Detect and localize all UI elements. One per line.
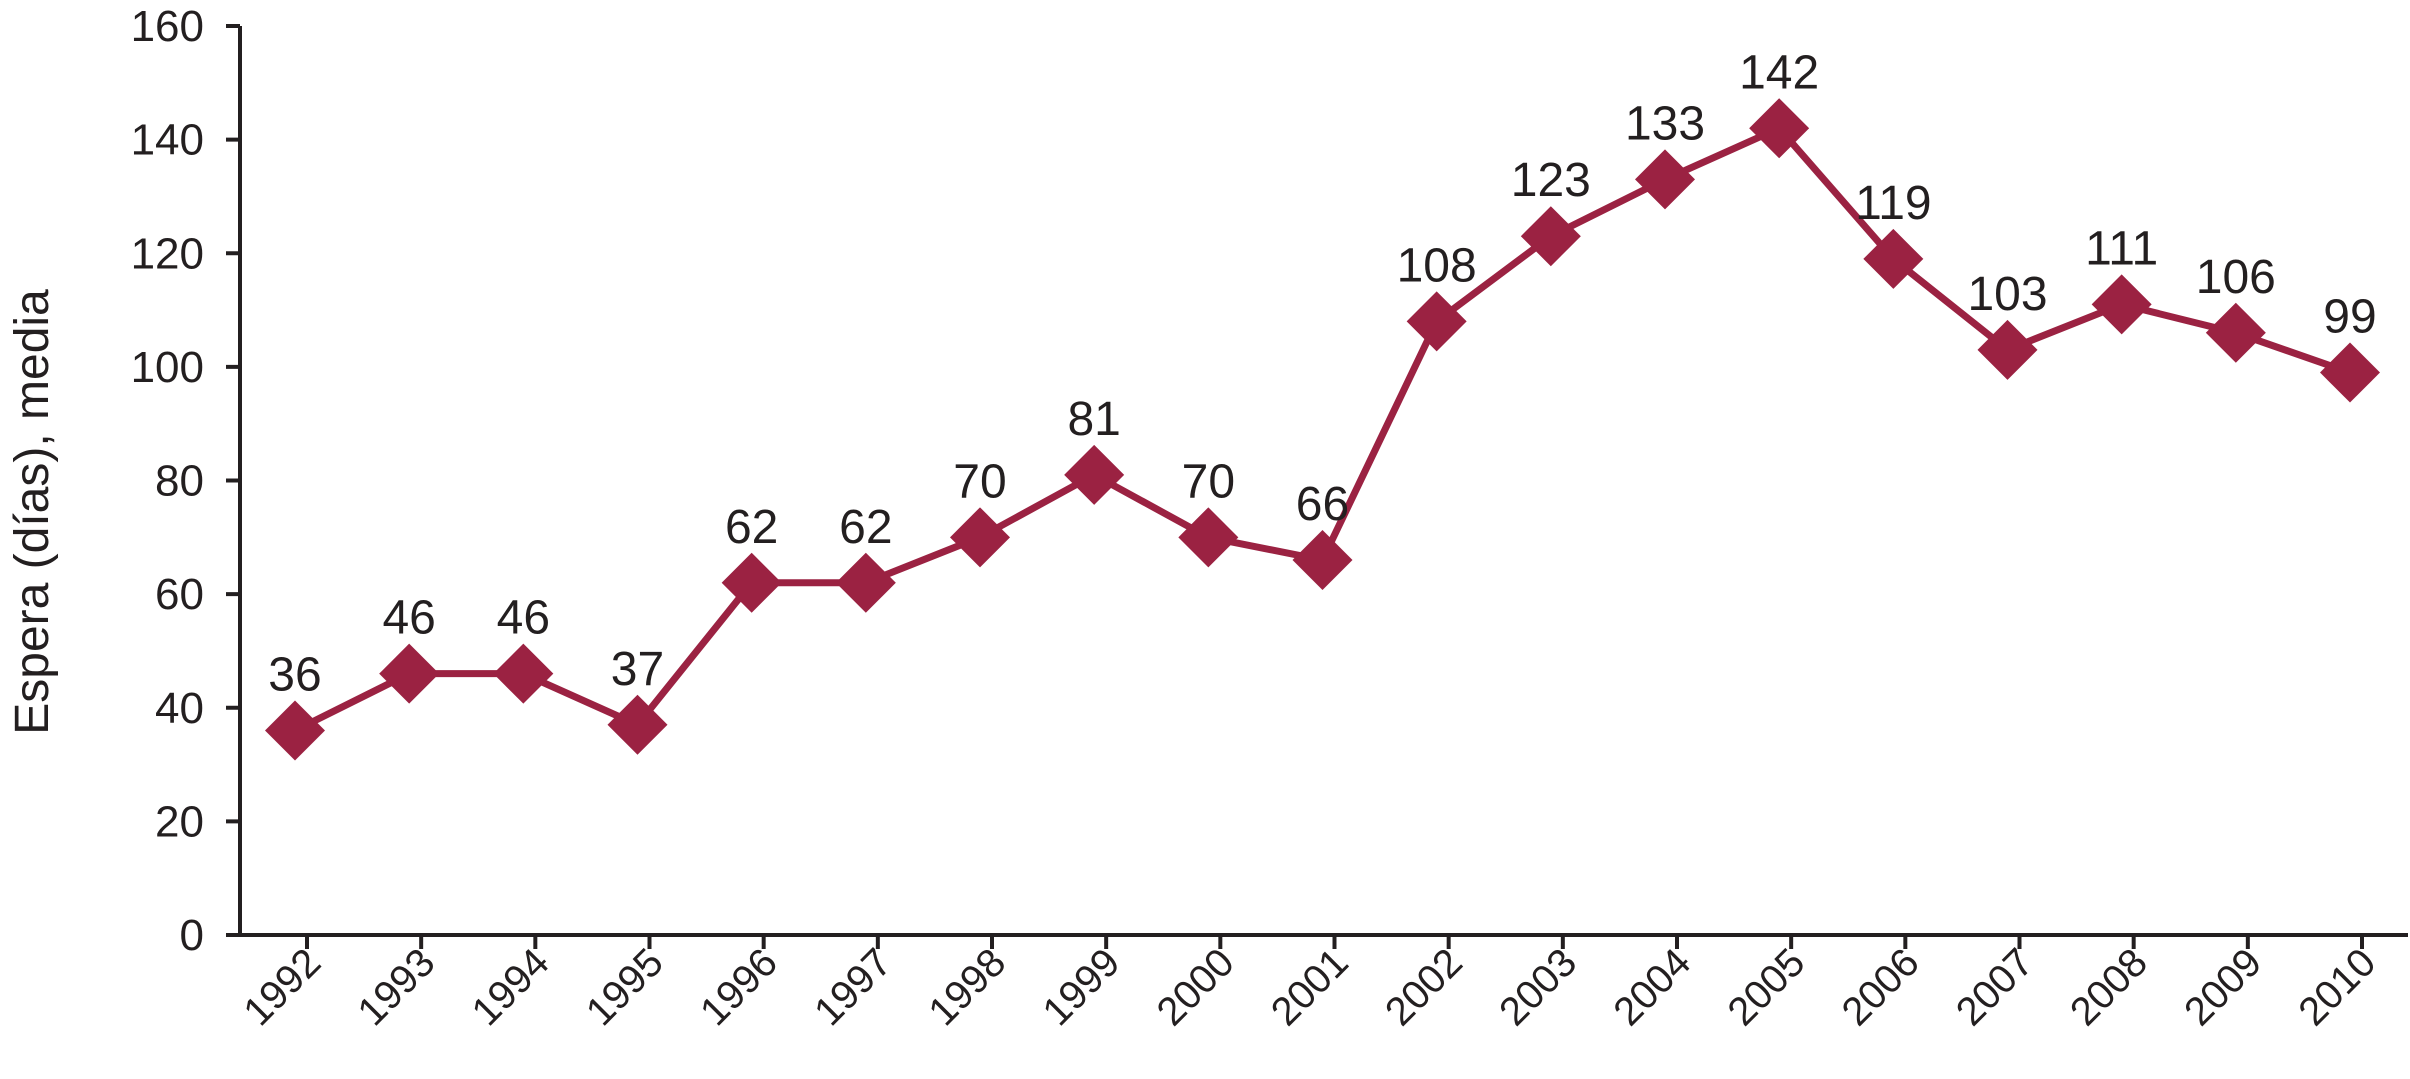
y-tick-label: 140 bbox=[131, 116, 204, 165]
data-point-marker bbox=[2091, 274, 2152, 335]
y-axis-title: Espera (días), media bbox=[6, 289, 59, 735]
data-point-marker bbox=[1863, 228, 1924, 289]
x-tick-label: 2000 bbox=[1149, 940, 1243, 1034]
data-label: 46 bbox=[497, 592, 550, 645]
x-tick-label: 2007 bbox=[1948, 940, 2042, 1034]
data-point-marker bbox=[2320, 342, 2380, 403]
x-tick-label: 1992 bbox=[235, 940, 329, 1034]
data-point-marker bbox=[1635, 149, 1695, 210]
data-point-marker bbox=[721, 552, 782, 613]
x-tick-label: 2003 bbox=[1491, 940, 1585, 1034]
data-label: 133 bbox=[1625, 97, 1705, 150]
y-tick-label: 60 bbox=[155, 570, 204, 619]
y-axis-title-group: Espera (días), media bbox=[6, 289, 59, 735]
data-label: 62 bbox=[725, 501, 778, 554]
data-point-marker bbox=[1292, 530, 1353, 591]
data-label: 36 bbox=[268, 648, 321, 701]
data-label: 99 bbox=[2323, 291, 2376, 344]
data-labels-layer: 36 46 46 37 62 62 70 81 70 66 108 123 133 142 119 103 11… bbox=[268, 46, 2376, 701]
data-point-marker bbox=[265, 700, 325, 761]
markers-layer bbox=[265, 98, 2380, 761]
data-point-marker bbox=[2205, 302, 2266, 363]
series-layer bbox=[293, 124, 2352, 734]
x-tick-label: 1999 bbox=[1034, 940, 1128, 1034]
x-tick-label: 2005 bbox=[1719, 940, 1813, 1034]
y-tick-label: 120 bbox=[131, 229, 204, 278]
y-axis-ticks: 0 20 40 60 80 100 120 140 160 bbox=[131, 2, 240, 960]
x-tick-label: 1997 bbox=[806, 940, 900, 1034]
data-label: 70 bbox=[1182, 455, 1235, 508]
data-point-marker bbox=[1520, 206, 1581, 267]
data-label: 119 bbox=[1855, 177, 1932, 230]
x-tick-label: 1993 bbox=[349, 940, 443, 1034]
data-label: 108 bbox=[1397, 239, 1477, 292]
x-tick-label: 1995 bbox=[578, 940, 672, 1034]
data-point-marker bbox=[493, 643, 554, 704]
x-tick-label: 2004 bbox=[1605, 940, 1699, 1034]
x-tick-label: 1994 bbox=[464, 940, 558, 1034]
data-label: 106 bbox=[2196, 251, 2276, 304]
data-label: 62 bbox=[839, 501, 892, 554]
y-tick-label: 160 bbox=[131, 2, 204, 51]
data-label: 123 bbox=[1511, 154, 1591, 207]
data-label: 142 bbox=[1739, 46, 1819, 99]
data-label: 37 bbox=[611, 643, 664, 696]
data-point-marker bbox=[379, 643, 440, 704]
data-point-marker bbox=[1749, 98, 1810, 159]
data-point-marker bbox=[1178, 507, 1239, 568]
y-tick-label: 80 bbox=[155, 457, 204, 506]
data-label: 103 bbox=[1967, 268, 2047, 321]
data-point-marker bbox=[1977, 319, 2038, 380]
data-point-marker bbox=[950, 507, 1010, 568]
y-tick-label: 40 bbox=[155, 684, 204, 733]
data-point-marker bbox=[1406, 291, 1467, 352]
data-label: 81 bbox=[1067, 393, 1120, 446]
data-point-marker bbox=[607, 694, 668, 755]
data-label: 70 bbox=[953, 455, 1006, 508]
x-tick-label: 2001 bbox=[1263, 940, 1357, 1034]
x-tick-label: 2010 bbox=[2290, 940, 2384, 1034]
y-tick-label: 0 bbox=[180, 911, 204, 960]
x-tick-label: 2002 bbox=[1377, 940, 1471, 1034]
x-tick-label: 1996 bbox=[692, 940, 786, 1034]
x-tick-label: 2008 bbox=[2062, 940, 2156, 1034]
data-label: 66 bbox=[1296, 478, 1349, 531]
x-axis-ticks: 1992 1993 1994 1995 1996 1997 1998 1999 2000 2001… bbox=[235, 935, 2384, 1034]
y-tick-label: 20 bbox=[155, 797, 204, 846]
x-tick-label: 2009 bbox=[2176, 940, 2270, 1034]
x-tick-label: 2006 bbox=[1834, 940, 1928, 1034]
series-line bbox=[293, 124, 2352, 734]
y-tick-label: 100 bbox=[131, 343, 204, 392]
data-label: 46 bbox=[382, 592, 435, 645]
data-point-marker bbox=[835, 552, 896, 613]
data-label: 111 bbox=[2085, 222, 2158, 275]
data-point-marker bbox=[1064, 444, 1125, 505]
x-tick-label: 1998 bbox=[920, 940, 1014, 1034]
